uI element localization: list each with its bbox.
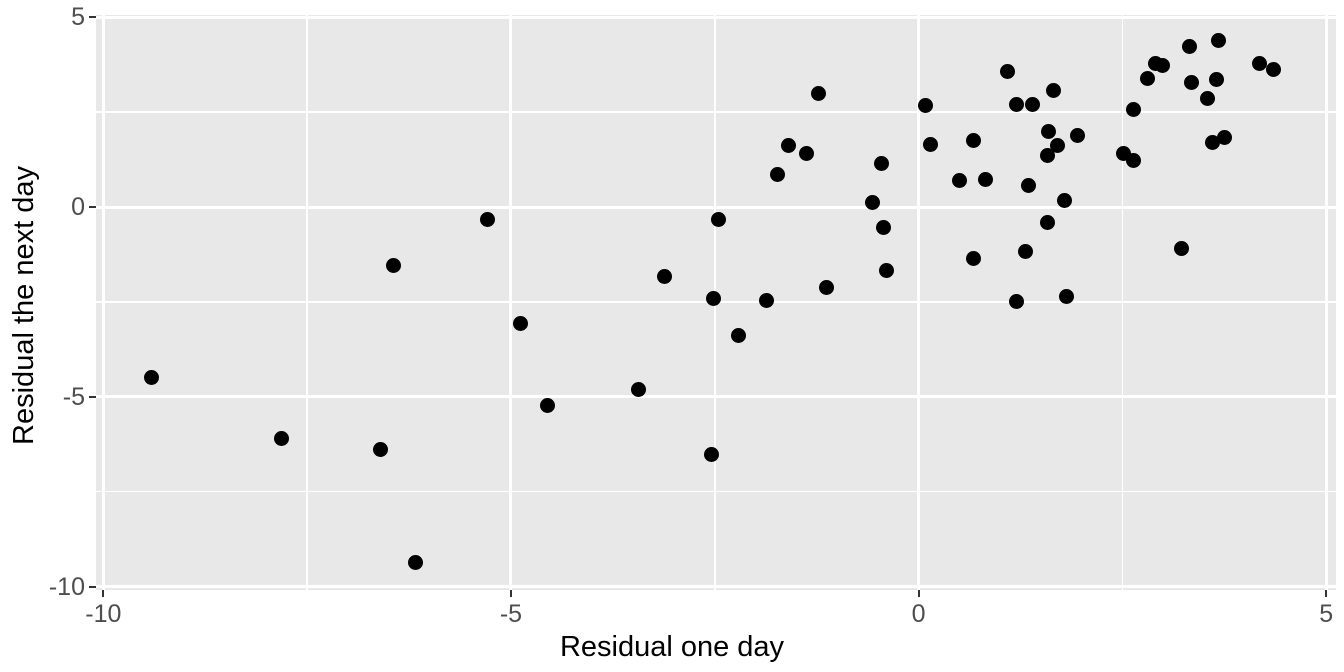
data-point (999, 63, 1015, 79)
data-point (864, 194, 880, 210)
data-point (1057, 192, 1073, 208)
data-point (1039, 147, 1055, 163)
data-point (1050, 138, 1066, 154)
data-point (479, 212, 495, 228)
x-major-gridline (1324, 15, 1328, 590)
data-point (730, 328, 746, 344)
data-point (1154, 57, 1170, 73)
data-point (1126, 102, 1142, 118)
x-tick-mark (509, 590, 512, 597)
data-point (1173, 240, 1189, 256)
y-tick-label: -5 (62, 382, 85, 411)
data-point (799, 146, 815, 162)
data-point (876, 220, 892, 236)
data-point (770, 166, 786, 182)
data-point (879, 263, 895, 279)
x-tick-label: 0 (911, 600, 926, 628)
data-point (1251, 56, 1267, 72)
data-point (977, 171, 993, 187)
y-tick-label: -10 (48, 572, 85, 601)
data-point (1184, 75, 1200, 91)
data-point (631, 382, 647, 398)
data-point (1265, 61, 1281, 77)
data-point (513, 315, 529, 331)
data-point (951, 173, 967, 189)
data-point (704, 447, 720, 463)
data-point (1008, 294, 1024, 310)
data-point (818, 280, 834, 296)
data-point (810, 86, 826, 102)
data-point (965, 133, 981, 149)
data-point (1040, 124, 1056, 140)
data-point (1046, 83, 1062, 99)
data-point (373, 441, 389, 457)
y-minor-gridline (96, 111, 1336, 113)
data-point (386, 257, 402, 273)
data-point (922, 137, 938, 153)
x-tick-mark (1325, 590, 1328, 597)
y-tick-mark (89, 585, 96, 588)
y-major-gridline (96, 585, 1336, 589)
data-point (711, 211, 727, 227)
data-point (1008, 97, 1024, 113)
x-axis-title: Residual one day (559, 631, 785, 663)
data-point (540, 398, 556, 414)
data-point (874, 155, 890, 171)
data-point (656, 268, 672, 284)
data-point (1070, 128, 1086, 144)
data-point (1199, 90, 1215, 106)
data-point (759, 292, 775, 308)
y-tick-mark (89, 16, 96, 19)
data-point (1021, 178, 1037, 194)
data-point (143, 369, 159, 385)
plot-panel (96, 15, 1336, 590)
x-tick-label: 5 (1319, 600, 1334, 628)
x-tick-mark (917, 590, 920, 597)
x-major-gridline (509, 15, 513, 590)
y-major-gridline (96, 15, 1336, 19)
y-major-gridline (96, 395, 1336, 399)
x-tick-label: -5 (499, 600, 523, 628)
x-major-gridline (917, 15, 921, 590)
x-tick-mark (102, 590, 105, 597)
data-point (918, 98, 934, 114)
data-point (781, 138, 797, 154)
data-point (1181, 39, 1197, 54)
y-tick-label: 0 (71, 193, 85, 222)
data-point (1025, 97, 1041, 113)
x-tick-label: -10 (85, 600, 122, 628)
data-point (1209, 72, 1225, 88)
y-tick-mark (89, 206, 96, 209)
data-point (1211, 32, 1227, 48)
data-point (965, 250, 981, 266)
y-tick-mark (89, 395, 96, 398)
y-major-gridline (96, 205, 1336, 209)
data-point (1058, 289, 1074, 305)
y-axis-title: Residual the next day (8, 166, 40, 445)
x-major-gridline (101, 15, 105, 590)
data-point (1017, 243, 1033, 259)
data-point (1140, 71, 1156, 87)
y-minor-gridline (96, 490, 1336, 493)
y-tick-label: 5 (71, 3, 85, 32)
data-point (274, 431, 290, 447)
data-point (1039, 215, 1055, 231)
data-point (1216, 129, 1232, 145)
data-point (1205, 134, 1221, 150)
data-point (706, 290, 722, 306)
data-point (1126, 153, 1142, 169)
data-point (408, 554, 424, 570)
